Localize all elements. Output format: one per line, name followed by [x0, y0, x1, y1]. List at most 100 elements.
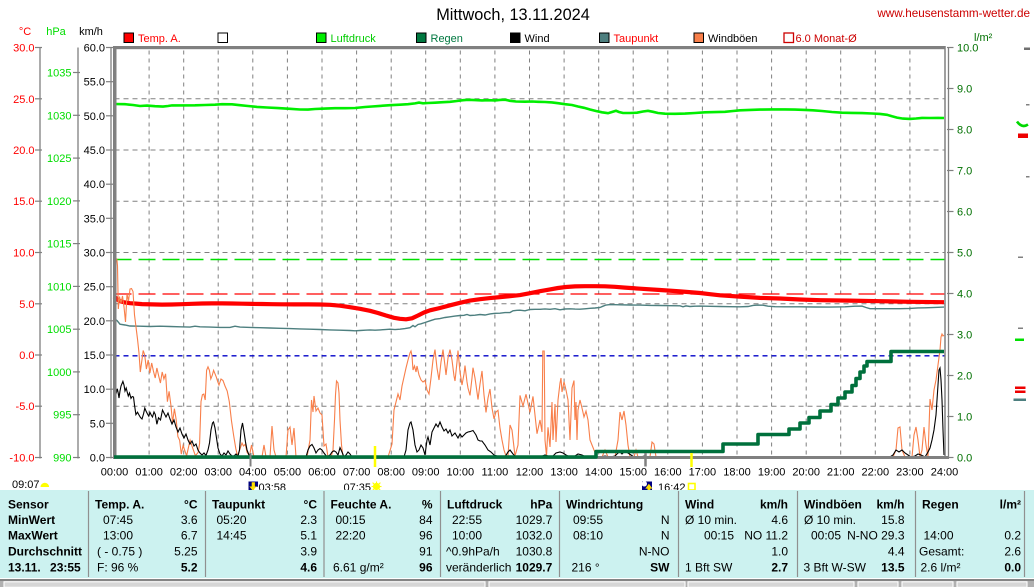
svg-text:16:00: 16:00 [654, 467, 682, 479]
svg-text:30.0: 30.0 [84, 248, 105, 260]
svg-text:Luftdruck: Luftdruck [447, 498, 503, 512]
svg-text:25.0: 25.0 [13, 94, 34, 106]
svg-text:°C: °C [19, 26, 31, 38]
svg-text:6.61 g/m²: 6.61 g/m² [333, 561, 384, 575]
svg-text:06:00: 06:00 [308, 467, 336, 479]
svg-text:1 Bft SW: 1 Bft SW [685, 561, 733, 575]
svg-text:25.0: 25.0 [84, 282, 105, 294]
svg-text:14:45: 14:45 [217, 529, 247, 543]
svg-text:10:00: 10:00 [452, 529, 482, 543]
svg-text:7.0: 7.0 [957, 166, 972, 178]
svg-text:10.0: 10.0 [84, 384, 105, 396]
svg-text:4.6: 4.6 [771, 513, 788, 527]
svg-text:84: 84 [419, 513, 433, 527]
svg-text:00:15: 00:15 [336, 513, 366, 527]
svg-text:3.9: 3.9 [300, 545, 317, 559]
svg-text:14:00: 14:00 [585, 467, 613, 479]
svg-text:60.0: 60.0 [84, 43, 105, 55]
svg-text:10:00: 10:00 [447, 467, 475, 479]
svg-text:Windböen: Windböen [708, 33, 758, 45]
svg-text:09:55: 09:55 [573, 513, 603, 527]
svg-text:07:00: 07:00 [343, 467, 371, 479]
svg-text:04:00: 04:00 [239, 467, 267, 479]
svg-text:Windrichtung: Windrichtung [566, 498, 643, 512]
svg-text:2.7: 2.7 [771, 561, 788, 575]
svg-text:00:15: 00:15 [704, 529, 734, 543]
svg-text:13.11. 23:55: 13.11. 23:55 [8, 561, 81, 575]
svg-text:%: % [422, 498, 433, 512]
svg-text:9.0: 9.0 [957, 84, 972, 96]
svg-text:91: 91 [419, 545, 433, 559]
svg-text:5.1: 5.1 [300, 529, 317, 543]
svg-text:995: 995 [53, 410, 71, 422]
svg-text:0.0: 0.0 [957, 453, 972, 465]
svg-text:4.0: 4.0 [957, 289, 972, 301]
svg-text:N-NO 29.3: N-NO 29.3 [847, 529, 905, 543]
svg-text:2.3: 2.3 [300, 513, 317, 527]
svg-text:09:07: 09:07 [12, 479, 40, 491]
svg-text:8.0: 8.0 [957, 125, 972, 137]
svg-text:08:00: 08:00 [377, 467, 405, 479]
svg-text:Regen: Regen [922, 498, 959, 512]
svg-text:1010: 1010 [47, 281, 71, 293]
svg-text:15.0: 15.0 [84, 350, 105, 362]
svg-text:Sensor: Sensor [8, 498, 49, 512]
svg-text:1030.8: 1030.8 [516, 545, 553, 559]
svg-text:13.5: 13.5 [881, 561, 905, 575]
svg-text:02:00: 02:00 [170, 467, 198, 479]
svg-text:3.6: 3.6 [181, 513, 198, 527]
svg-text:22:00: 22:00 [862, 467, 890, 479]
svg-text:10.0: 10.0 [957, 43, 978, 55]
svg-text:Taupunkt: Taupunkt [212, 498, 265, 512]
svg-text:1000: 1000 [47, 367, 71, 379]
svg-text:96: 96 [419, 529, 433, 543]
svg-text:990: 990 [53, 453, 71, 465]
svg-text:1025: 1025 [47, 153, 71, 165]
svg-text:08:10: 08:10 [573, 529, 603, 543]
svg-text:0.0: 0.0 [19, 350, 34, 362]
svg-text:^0.9hPa/h: ^0.9hPa/h [446, 545, 500, 559]
svg-text:3.0: 3.0 [957, 330, 972, 342]
svg-text:5.2: 5.2 [181, 561, 198, 575]
svg-text:Windböen: Windböen [804, 498, 862, 512]
svg-text:N: N [661, 529, 670, 543]
svg-text:01:00: 01:00 [135, 467, 163, 479]
svg-text:Taupunkt: Taupunkt [614, 33, 659, 45]
svg-text:1.0: 1.0 [771, 545, 788, 559]
svg-text:96: 96 [419, 561, 433, 575]
svg-text:18:00: 18:00 [723, 467, 751, 479]
svg-text:Ø 10 min.: Ø 10 min. [804, 513, 856, 527]
svg-text:Durchschnitt: Durchschnitt [8, 545, 82, 559]
svg-text:14:00: 14:00 [924, 529, 954, 543]
svg-text:20:00: 20:00 [792, 467, 820, 479]
svg-text:Wind: Wind [525, 33, 550, 45]
svg-text:Wind: Wind [685, 498, 714, 512]
svg-text:Gesamt:: Gesamt: [919, 545, 964, 559]
svg-text:0.0: 0.0 [90, 453, 105, 465]
svg-text:Feuchte A.: Feuchte A. [331, 498, 392, 512]
svg-text:l/m²: l/m² [1000, 498, 1021, 512]
svg-text:4.4: 4.4 [888, 545, 905, 559]
svg-text:09:00: 09:00 [412, 467, 440, 479]
svg-text:5.25: 5.25 [174, 545, 198, 559]
svg-text:05:20: 05:20 [217, 513, 247, 527]
svg-text:Mittwoch, 13.11.2024: Mittwoch, 13.11.2024 [436, 6, 590, 24]
svg-text:1029.7: 1029.7 [516, 513, 553, 527]
svg-text:MaxWert: MaxWert [8, 529, 58, 543]
svg-text:°C: °C [184, 498, 198, 512]
svg-text:-10.0: -10.0 [9, 453, 34, 465]
svg-text:05:00: 05:00 [274, 467, 302, 479]
svg-text:4.6: 4.6 [300, 561, 317, 575]
svg-text:2.6 l/m²: 2.6 l/m² [921, 561, 961, 575]
svg-text:1.0: 1.0 [957, 412, 972, 424]
svg-text:0.2: 0.2 [1004, 529, 1021, 543]
svg-text:24:00: 24:00 [931, 467, 959, 479]
svg-text:5.0: 5.0 [957, 248, 972, 260]
svg-text:1030: 1030 [47, 110, 71, 122]
svg-text:15.0: 15.0 [13, 196, 34, 208]
svg-text:40.0: 40.0 [84, 179, 105, 191]
svg-text:03:00: 03:00 [204, 467, 232, 479]
svg-text:22:55: 22:55 [452, 513, 482, 527]
svg-text:Temp. A.: Temp. A. [138, 33, 181, 45]
svg-text:Temp. A.: Temp. A. [95, 498, 144, 512]
